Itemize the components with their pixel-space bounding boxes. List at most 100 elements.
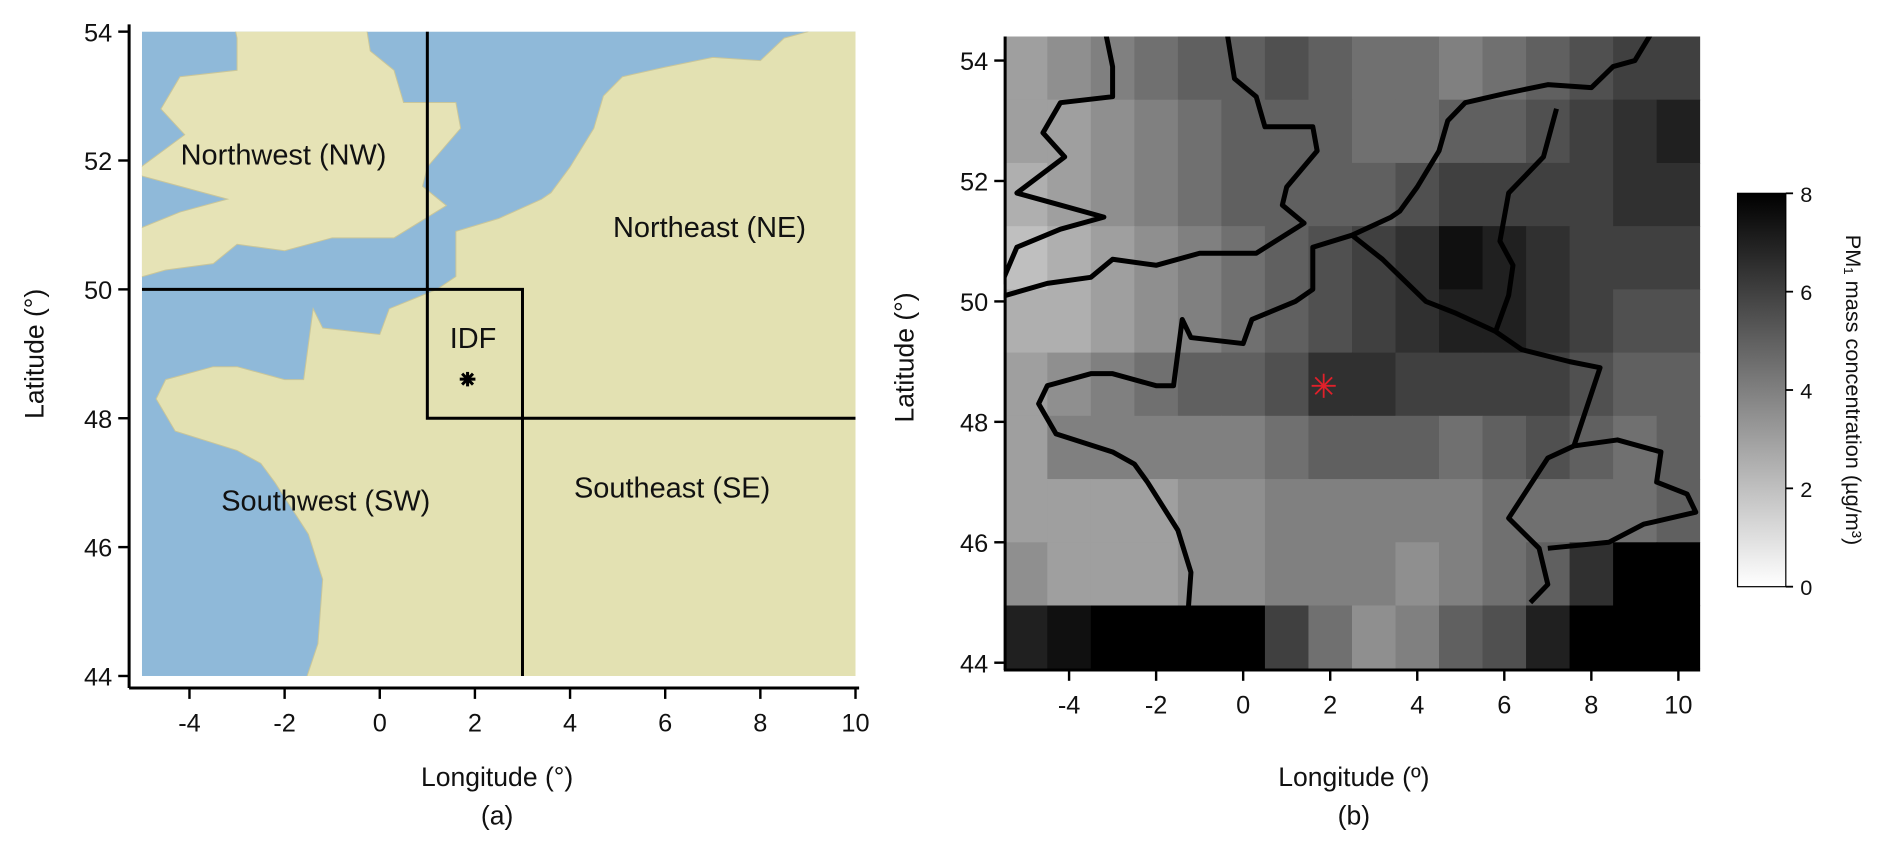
heatmap [1003, 36, 1701, 669]
region-label: IDF [450, 323, 497, 355]
x-tick-label: 0 [1236, 691, 1250, 719]
grid-cell [1264, 99, 1310, 164]
grid-cell [1134, 479, 1179, 543]
grid-cell [1308, 542, 1353, 607]
grid-cell [1134, 162, 1179, 227]
grid-cell [1656, 605, 1701, 669]
grid-cell [1134, 415, 1179, 480]
y-axis-label: Latitude (°) [19, 289, 49, 419]
grid-cell [1569, 162, 1614, 227]
grid-cell [1526, 479, 1571, 543]
colorbar-tick-label: 0 [1800, 575, 1812, 600]
y-tick-label: 44 [84, 664, 112, 692]
grid-cell [1569, 605, 1614, 669]
grid-cell [1613, 36, 1658, 101]
grid-cell [1003, 36, 1048, 101]
grid-cell [1047, 162, 1092, 227]
grid-cell [1090, 479, 1135, 543]
grid-cell [1351, 479, 1397, 543]
grid-cell [1439, 479, 1484, 543]
grid-cell [1047, 36, 1092, 101]
x-tick-label: 6 [658, 709, 672, 737]
grid-cell [1395, 36, 1440, 101]
x-axis-label: Longitude (º) [1278, 762, 1429, 792]
y-axis-label: Latitude (°) [889, 292, 919, 422]
grid-cell [1047, 289, 1092, 354]
grid-cell [1090, 352, 1135, 417]
grid-cell [1221, 415, 1266, 480]
grid-cell [1351, 99, 1397, 164]
caption: (b) [1338, 800, 1370, 830]
grid-cell [1526, 542, 1571, 607]
y-tick-label: 46 [960, 530, 988, 558]
grid-cell [1308, 36, 1353, 101]
grid-cell [1656, 36, 1701, 101]
colorbar-label: PM₁ mass concentration (µg/m³) [1841, 235, 1866, 546]
y-tick-label: 52 [84, 148, 112, 176]
grid-cell [1482, 542, 1527, 607]
grid-cell [1134, 226, 1179, 290]
y-tick-label: 54 [84, 19, 112, 47]
x-tick-label: 10 [1664, 691, 1692, 719]
grid-cell [1090, 289, 1135, 354]
grid-cell [1221, 352, 1266, 417]
grid-cell [1613, 352, 1658, 417]
colorbar-tick-label: 6 [1800, 280, 1812, 305]
x-tick-label: 4 [1410, 691, 1424, 719]
grid-cell [1482, 352, 1527, 417]
grid-cell [1047, 479, 1092, 543]
grid-cell [1482, 226, 1527, 290]
grid-cell [1656, 352, 1701, 417]
grid-cell [1221, 542, 1266, 607]
grid-cell [1482, 99, 1527, 164]
grid-cell [1395, 415, 1440, 480]
grid-cell [1482, 479, 1527, 543]
grid-cell [1308, 289, 1353, 354]
x-tick-label: 2 [468, 709, 482, 737]
colorbar-tick-label: 2 [1800, 477, 1812, 502]
grid-cell [1613, 162, 1658, 227]
map-a [109, 0, 894, 753]
grid-cell [1439, 162, 1484, 227]
grid-cell [1177, 162, 1223, 227]
grid-cell [1395, 605, 1440, 669]
grid-cell [1439, 605, 1484, 669]
grid-cell [1090, 99, 1135, 164]
grid-cell [1613, 479, 1658, 543]
grid-cell [1439, 226, 1484, 290]
grid-cell [1308, 415, 1353, 480]
grid-cell [1177, 352, 1223, 417]
land [109, 0, 894, 753]
grid-cell [1526, 605, 1571, 669]
grid-cell [1134, 99, 1179, 164]
grid-cell [1569, 479, 1614, 543]
grid-cell [1308, 479, 1353, 543]
grid-cell [1264, 479, 1310, 543]
grid-cell [1439, 542, 1484, 607]
caption: (a) [481, 800, 513, 830]
grid-cell [1047, 542, 1092, 607]
grid-cell [1526, 415, 1571, 480]
x-tick-label: -2 [1145, 691, 1168, 719]
grid-cell [1613, 99, 1658, 164]
y-tick-label: 54 [960, 48, 988, 76]
grid-cell [1395, 542, 1440, 607]
y-tick-label: 48 [960, 410, 988, 438]
y-tick-label: 48 [84, 406, 112, 434]
grid-cell [1526, 352, 1571, 417]
grid-cell [1351, 352, 1397, 417]
grid-cell [1003, 479, 1048, 543]
region-label: Southwest (SW) [221, 486, 430, 518]
grid-cell [1351, 415, 1397, 480]
grid-cell [1047, 605, 1092, 669]
grid-cell [1569, 226, 1614, 290]
grid-cell [1482, 605, 1527, 669]
y-tick-label: 50 [960, 289, 988, 317]
grid-cell [1221, 162, 1266, 227]
grid-cell [1177, 479, 1223, 543]
y-tick-label: 44 [960, 650, 988, 678]
grid-cell [1395, 289, 1440, 354]
grid-cell [1569, 542, 1614, 607]
site-marker [1311, 373, 1336, 398]
